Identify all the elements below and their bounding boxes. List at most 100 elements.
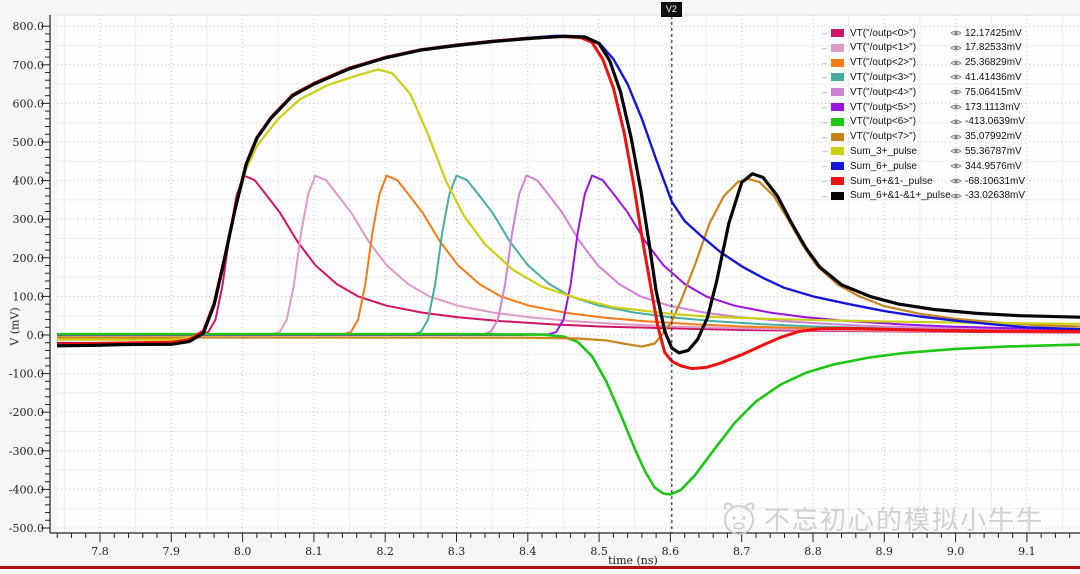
x-tick-label: 9.1 [1018, 545, 1036, 558]
legend-tree-dash: – [822, 28, 828, 38]
legend-row-outp3[interactable]: – VT("/outp<3>") 41.41436mV [822, 70, 1078, 84]
y-tick-label: 400.0 [13, 175, 45, 188]
x-tick-label: 8.4 [519, 545, 537, 558]
legend-tree-dash: – [822, 161, 828, 172]
legend-tree-dash: – [822, 190, 828, 201]
legend-row-sum61[interactable]: – Sum_6+&1-_pulse -68.10631mV [822, 174, 1078, 188]
x-tick-label: 7.9 [163, 545, 181, 558]
marker-readout-value: 41.41436mV [965, 71, 1022, 83]
visibility-eye-icon[interactable] [950, 44, 965, 52]
trace-outp5[interactable] [0, 174, 1080, 336]
y-tick-label: 600.0 [13, 97, 45, 110]
x-tick-label: 8.8 [804, 545, 822, 558]
v2-marker-label[interactable]: V2 [660, 2, 682, 17]
visibility-eye-icon[interactable] [950, 73, 965, 81]
y-tick-label: 800.0 [13, 20, 45, 33]
legend-row-outp5[interactable]: – VT("/outp<5>") 173.1113mV [822, 100, 1078, 114]
trace-name-label: Sum_3+_pulse [850, 145, 917, 157]
traces-group [0, 34, 1080, 496]
legend-row-sum3[interactable]: – Sum_3+_pulse 55.36787mV [822, 144, 1078, 158]
visibility-eye-icon[interactable] [950, 162, 965, 170]
legend-row-sum611[interactable]: – Sum_6+&1-&1+_pulse -33.02638mV [822, 189, 1078, 203]
trace-sum611[interactable] [57, 34, 1080, 355]
x-tick-label: 8.5 [590, 545, 608, 558]
x-tick-label: 8.3 [448, 545, 466, 558]
watermark-text: 不忘初心的模拟小牛牛 [764, 504, 1045, 535]
marker-readout-value: 75.06415mV [965, 86, 1022, 98]
legend-tree-dash: – [822, 176, 828, 186]
y-tick-label: 300.0 [13, 213, 45, 226]
trace-color-swatch [831, 117, 844, 126]
visibility-eye-icon[interactable] [950, 88, 965, 96]
trace-name-label: VT("/outp<4>") [850, 86, 917, 98]
legend-row-outp7[interactable]: – VT("/outp<7>") 35.07992mV [822, 130, 1078, 144]
trace-outp4[interactable] [0, 174, 1080, 336]
trace-name-label: Sum_6+&1-&1+_pulse [850, 190, 951, 202]
trace-color-swatch [831, 103, 844, 111]
legend-row-sum6[interactable]: – Sum_6+_pulse 344.9576mV [822, 159, 1078, 173]
visibility-eye-icon[interactable] [950, 118, 965, 126]
visibility-eye-icon[interactable] [950, 147, 965, 155]
legend-tree-dash: – [822, 87, 828, 98]
plot-background [57, 15, 1080, 533]
trace-outp6[interactable] [57, 332, 1080, 496]
trace-color-swatch [831, 29, 844, 37]
trace-outp1[interactable] [0, 174, 1080, 336]
legend-row-outp1[interactable]: – VT("/outp<1>") 17.82533mV [822, 41, 1078, 55]
visibility-eye-icon[interactable] [950, 103, 965, 111]
y-tick-label: 500.0 [13, 136, 45, 149]
y-tick-label: -300.0 [9, 445, 44, 458]
trace-color-swatch [831, 58, 844, 67]
marker-readout-value: 344.9576mV [965, 160, 1022, 172]
watermark: 不忘初心的模拟小牛牛 [718, 498, 1044, 538]
marker-readout-value: -68.10631mV [965, 175, 1026, 187]
legend-row-outp4[interactable]: – VT("/outp<4>") 75.06415mV [822, 85, 1078, 99]
legend-row-outp2[interactable]: – VT("/outp<2>") 25.36829mV [822, 56, 1078, 70]
legend-row-outp0[interactable]: – VT("/outp<0>") 12.17425mV [822, 26, 1078, 40]
trace-outp2[interactable] [0, 174, 1080, 336]
legend-row-outp6[interactable]: – VT("/outp<6>") -413.0639mV [822, 115, 1078, 129]
trace-name-label: VT("/outp<6>") [850, 116, 917, 128]
trace-color-swatch [831, 177, 844, 185]
marker-readout-value: 17.82533mV [965, 42, 1022, 54]
trace-outp0[interactable] [0, 174, 1080, 336]
x-tick-label: 8.1 [305, 545, 323, 558]
marker-readout-value: 35.07992mV [965, 131, 1022, 143]
visibility-eye-icon[interactable] [950, 177, 965, 185]
y-tick-label: 0.0 [27, 329, 45, 342]
trace-color-swatch [831, 73, 844, 82]
trace-name-label: VT("/outp<1>") [850, 42, 917, 54]
trace-name-label: Sum_6+_pulse [850, 160, 917, 172]
marker-readout-value: 25.36829mV [965, 57, 1022, 69]
visibility-eye-icon[interactable] [950, 192, 965, 200]
cow-face-logo-icon [723, 502, 755, 535]
visibility-eye-icon[interactable] [950, 59, 965, 67]
visibility-eye-icon[interactable] [950, 29, 965, 37]
trace-color-swatch [831, 88, 844, 97]
x-tick-label: 8.7 [733, 545, 751, 558]
legend-tree-dash: – [822, 146, 828, 157]
trace-name-label: VT("/outp<7>") [850, 131, 917, 143]
y-tick-label: -400.0 [9, 483, 44, 496]
bottom-margin [0, 569, 1080, 574]
trace-name-label: Sum_6+&1-_pulse [850, 175, 933, 187]
marker-readout-value: -33.02638mV [965, 190, 1026, 202]
y-tick-label: -500.0 [9, 522, 44, 535]
trace-name-label: VT("/outp<3>") [850, 71, 917, 83]
trace-name-label: VT("/outp<0>") [850, 27, 917, 39]
marker-readout-value: -413.0639mV [965, 116, 1026, 128]
y-axis-label: V (mV) [8, 307, 22, 346]
legend-tree-dash: – [822, 102, 828, 112]
trace-name-label: VT("/outp<5>") [850, 101, 917, 113]
x-axis-label: time (ns) [608, 554, 658, 567]
y-tick-label: 100.0 [13, 290, 45, 303]
x-tick-label: 8.0 [234, 545, 252, 558]
y-tick-label: -200.0 [9, 406, 44, 419]
trace-color-swatch [831, 162, 844, 171]
y-tick-label: 700.0 [13, 59, 45, 72]
visibility-eye-icon[interactable] [950, 133, 965, 141]
legend-tree-dash: – [822, 131, 828, 142]
y-tick-label: -100.0 [9, 368, 44, 381]
